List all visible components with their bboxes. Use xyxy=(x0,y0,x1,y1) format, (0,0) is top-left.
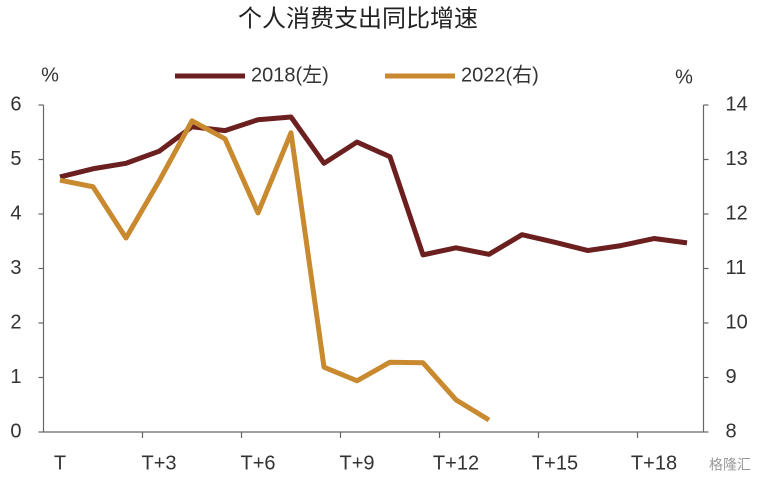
x-tick-label: T+9 xyxy=(339,452,374,474)
y2-tick-label: 14 xyxy=(726,93,748,115)
y2-tick-label: 8 xyxy=(726,420,737,442)
y-tick-label: 4 xyxy=(10,202,21,224)
x-tick-label: T+18 xyxy=(631,452,677,474)
legend-label: 2022(右) xyxy=(461,63,539,86)
y-tick-label: 2 xyxy=(10,311,21,333)
series-line xyxy=(59,114,688,258)
y2-tick-label: 12 xyxy=(726,202,748,224)
watermark: 格隆汇 xyxy=(709,457,751,473)
y2-tick-label: 13 xyxy=(726,148,748,170)
y2-axis-label: % xyxy=(675,66,693,88)
y2-tick-label: 11 xyxy=(726,257,747,279)
x-tick-label: T xyxy=(54,452,66,474)
series-line xyxy=(59,118,491,423)
y2-tick-label: 10 xyxy=(726,311,748,333)
x-tick-label: T+3 xyxy=(141,452,176,474)
x-tick-label: T+15 xyxy=(532,452,578,474)
y-tick-label: 5 xyxy=(10,148,21,170)
x-tick-label: T+6 xyxy=(240,452,275,474)
x-tick-label: T+12 xyxy=(433,452,479,474)
y-axis-label: % xyxy=(41,64,59,86)
y-tick-label: 0 xyxy=(10,420,21,442)
y-tick-label: 3 xyxy=(10,257,21,279)
chart-title: 个人消费支出同比增速 xyxy=(238,5,478,32)
y-tick-label: 6 xyxy=(10,93,21,115)
y-tick-label: 1 xyxy=(10,366,21,388)
legend-label: 2018(左) xyxy=(251,63,329,86)
y2-tick-label: 9 xyxy=(726,366,737,388)
